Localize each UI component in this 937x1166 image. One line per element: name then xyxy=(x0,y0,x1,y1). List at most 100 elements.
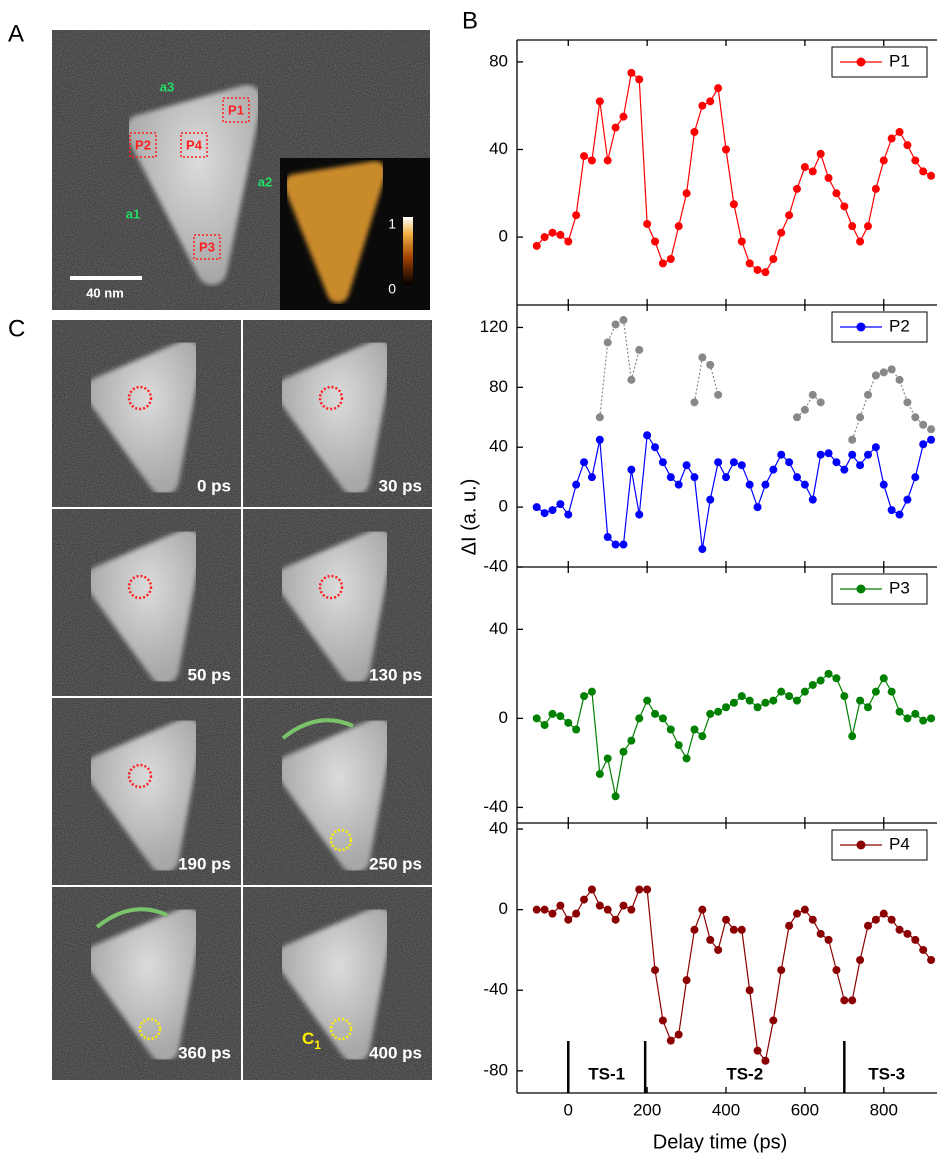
data-point xyxy=(675,741,683,749)
data-point xyxy=(722,473,730,481)
data-point xyxy=(769,697,777,705)
data-point xyxy=(683,189,691,197)
data-point xyxy=(777,229,785,237)
data-point xyxy=(872,443,880,451)
data-point xyxy=(659,714,667,722)
data-point xyxy=(627,906,635,914)
data-point xyxy=(746,259,754,267)
data-point xyxy=(643,431,651,439)
data-point xyxy=(896,926,904,934)
data-point xyxy=(903,141,911,149)
data-point xyxy=(588,156,596,164)
data-point xyxy=(856,956,864,964)
data-point xyxy=(714,946,722,954)
data-point xyxy=(864,391,872,399)
data-point xyxy=(888,688,896,696)
data-point xyxy=(651,443,659,451)
data-point xyxy=(769,466,777,474)
region-label: P4 xyxy=(186,137,203,152)
data-point xyxy=(541,721,549,729)
phase-label: TS-2 xyxy=(726,1064,763,1083)
data-point xyxy=(572,726,580,734)
data-point xyxy=(817,398,825,406)
data-point xyxy=(801,406,809,414)
data-point xyxy=(769,1016,777,1024)
data-point xyxy=(832,189,840,197)
data-point xyxy=(856,697,864,705)
data-point xyxy=(619,902,627,910)
data-point xyxy=(785,922,793,930)
data-point xyxy=(548,910,556,918)
data-point xyxy=(738,926,746,934)
data-point xyxy=(880,481,888,489)
data-point xyxy=(659,1016,667,1024)
data-point xyxy=(698,353,706,361)
data-point xyxy=(635,75,643,83)
data-point xyxy=(888,135,896,143)
data-point xyxy=(698,906,706,914)
data-point xyxy=(730,458,738,466)
data-point xyxy=(848,222,856,230)
data-point xyxy=(809,167,817,175)
data-point xyxy=(548,229,556,237)
panel-label: A xyxy=(8,20,24,47)
y-tick-label: 0 xyxy=(499,497,508,516)
data-point xyxy=(556,902,564,910)
data-point xyxy=(848,436,856,444)
data-point xyxy=(738,461,746,469)
data-point xyxy=(801,481,809,489)
data-point xyxy=(777,451,785,459)
data-point xyxy=(754,1047,762,1055)
y-tick-label: -40 xyxy=(483,556,508,575)
data-point xyxy=(533,242,541,250)
data-point xyxy=(856,413,864,421)
data-point xyxy=(840,692,848,700)
data-point xyxy=(761,699,769,707)
data-point xyxy=(627,737,635,745)
data-point xyxy=(548,506,556,514)
data-point xyxy=(793,473,801,481)
data-point xyxy=(722,703,730,711)
data-point xyxy=(635,511,643,519)
data-point xyxy=(706,710,714,718)
data-point xyxy=(754,703,762,711)
data-point xyxy=(793,697,801,705)
data-point xyxy=(840,996,848,1004)
data-point xyxy=(635,346,643,354)
data-point xyxy=(667,255,675,263)
data-point xyxy=(809,496,817,504)
data-point xyxy=(825,670,833,678)
data-point xyxy=(927,425,935,433)
data-point xyxy=(683,754,691,762)
data-point xyxy=(738,237,746,245)
data-point xyxy=(754,503,762,511)
frame-time: 0 ps xyxy=(197,476,231,495)
data-point xyxy=(896,511,904,519)
data-point xyxy=(730,200,738,208)
legend-marker xyxy=(857,323,866,332)
y-tick-label: 40 xyxy=(489,819,508,838)
data-point xyxy=(714,84,722,92)
x-tick-label: 0 xyxy=(564,1100,573,1119)
data-point xyxy=(825,449,833,457)
data-point xyxy=(627,466,635,474)
frame-grid: 0 ps30 ps50 ps130 ps190 ps250 ps360 ps40… xyxy=(52,320,432,1080)
data-point xyxy=(761,268,769,276)
data-point xyxy=(541,906,549,914)
data-point xyxy=(856,461,864,469)
data-point xyxy=(564,511,572,519)
data-point xyxy=(604,906,612,914)
data-point xyxy=(919,946,927,954)
region-label: P3 xyxy=(199,239,215,254)
scale-bar-label: 40 nm xyxy=(86,285,124,300)
data-point xyxy=(556,712,564,720)
y-tick-label: 40 xyxy=(489,619,508,638)
data-point xyxy=(627,376,635,384)
data-point xyxy=(596,436,604,444)
data-point xyxy=(785,692,793,700)
data-point xyxy=(911,710,919,718)
x-tick-label: 600 xyxy=(791,1100,819,1119)
legend-label: P1 xyxy=(889,51,910,70)
data-point xyxy=(880,674,888,682)
data-point xyxy=(754,266,762,274)
